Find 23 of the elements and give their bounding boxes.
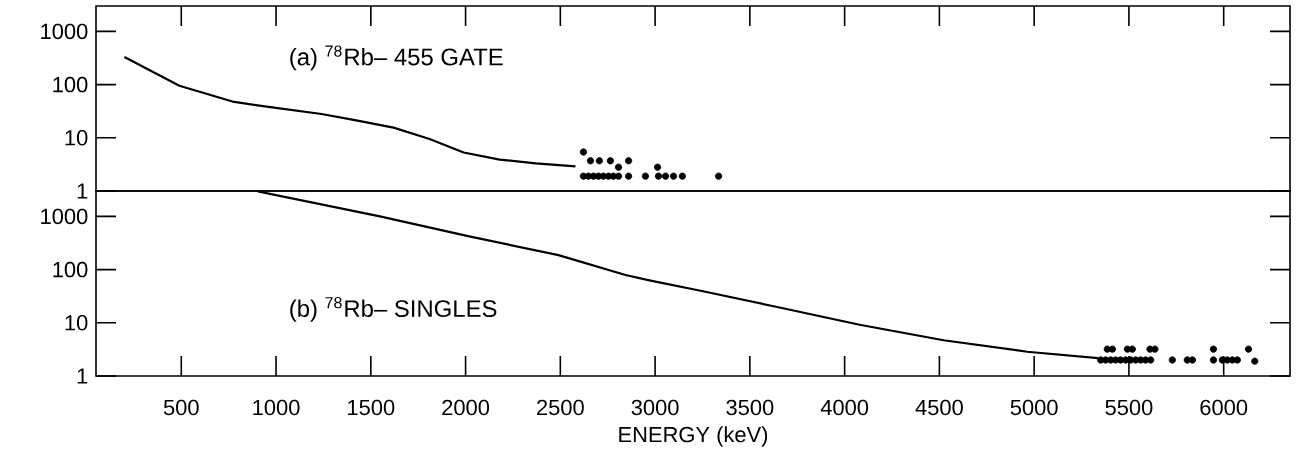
x-tick-label: 2500	[537, 399, 584, 416]
y-tick-label: 1	[77, 368, 88, 384]
y-tick-label: 1	[77, 183, 88, 199]
x-tick-label: 3500	[726, 399, 774, 416]
x-tick-label: 500	[163, 399, 199, 416]
x-tick-label: 4000	[820, 399, 869, 416]
y-tick-label: 10	[65, 315, 88, 331]
x-tick-label: 4500	[915, 399, 963, 416]
x-tick-label: 6000	[1200, 399, 1248, 416]
annotation: (a) $^{78}$Rb– 455 GATE	[290, 45, 503, 71]
annotation: (b) $^{78}$Rb– SINGLES	[290, 297, 497, 322]
x-tick-label: 5000	[1010, 399, 1058, 416]
x-tick-label: 3000	[631, 399, 679, 416]
x-tick-label: 1000	[253, 399, 300, 416]
x-tick-label: 1500	[348, 399, 395, 416]
y-tick-label: 10	[65, 130, 88, 146]
x-axis-title: ENERGY (keV)	[619, 426, 768, 447]
y-tick-label: 1000	[41, 208, 88, 225]
x-tick-label: 5500	[1105, 399, 1153, 416]
y-tick-label: 100	[53, 261, 88, 278]
y-tick-label: 1000	[41, 23, 88, 40]
x-tick-label: 2000	[442, 399, 490, 416]
y-tick-label: 100	[53, 76, 88, 93]
